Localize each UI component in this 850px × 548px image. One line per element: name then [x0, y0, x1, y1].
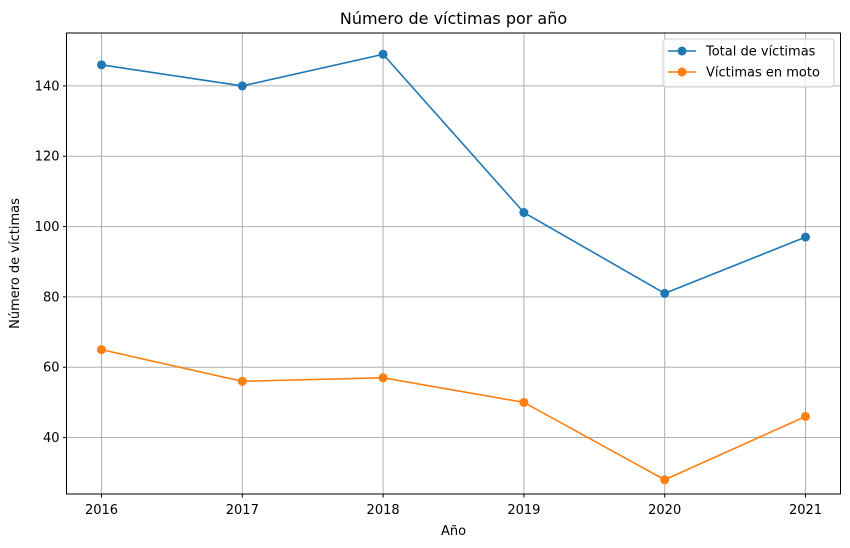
legend-marker — [677, 67, 687, 77]
legend-label: Total de víctimas — [705, 45, 816, 60]
legend-item: Total de víctimas — [668, 45, 816, 60]
x-tick-label: 2017 — [226, 503, 259, 518]
x-tick-label: 2018 — [367, 503, 400, 518]
data-point — [801, 232, 810, 242]
series-line — [101, 53, 806, 295]
y-axis-label: Número de víctimas — [8, 198, 23, 329]
data-point — [801, 411, 810, 421]
y-tick-label: 140 — [35, 79, 60, 94]
series-1 — [97, 49, 810, 298]
series-line — [101, 348, 806, 481]
data-point — [378, 373, 388, 383]
legend: Total de víctimas Víctimas en moto — [662, 38, 835, 88]
x-tick-label: 2019 — [507, 503, 540, 518]
x-tick-label: 2020 — [648, 503, 681, 518]
y-axis-ticks: 40 60 80 100 120 140 — [35, 79, 67, 446]
data-point — [519, 397, 529, 407]
data-point — [378, 49, 388, 59]
x-tick-label: 2021 — [789, 503, 822, 518]
plot-frame — [66, 32, 841, 495]
y-tick-label: 60 — [43, 361, 60, 376]
x-tick-label: 2016 — [85, 503, 118, 518]
data-point — [237, 81, 247, 91]
x-axis-ticks: 2016 2017 2018 2019 2020 2021 — [85, 494, 822, 518]
x-axis-label: Año — [441, 524, 466, 539]
data-point — [519, 208, 529, 218]
legend-marker — [677, 46, 687, 56]
series-2 — [97, 345, 810, 485]
legend-label: Víctimas en moto — [706, 66, 820, 81]
y-tick-label: 80 — [43, 290, 60, 305]
data-point — [97, 345, 106, 355]
legend-box — [662, 38, 835, 88]
chart-title: Número de víctimas por año — [340, 9, 567, 28]
y-tick-label: 40 — [43, 431, 60, 446]
data-point — [660, 288, 670, 298]
data-point — [660, 475, 670, 485]
series-layer — [97, 49, 810, 485]
data-point — [97, 60, 106, 70]
data-point — [237, 376, 247, 386]
y-tick-label: 120 — [35, 150, 60, 165]
y-tick-label: 100 — [35, 220, 60, 235]
legend-item: Víctimas en moto — [668, 66, 820, 81]
